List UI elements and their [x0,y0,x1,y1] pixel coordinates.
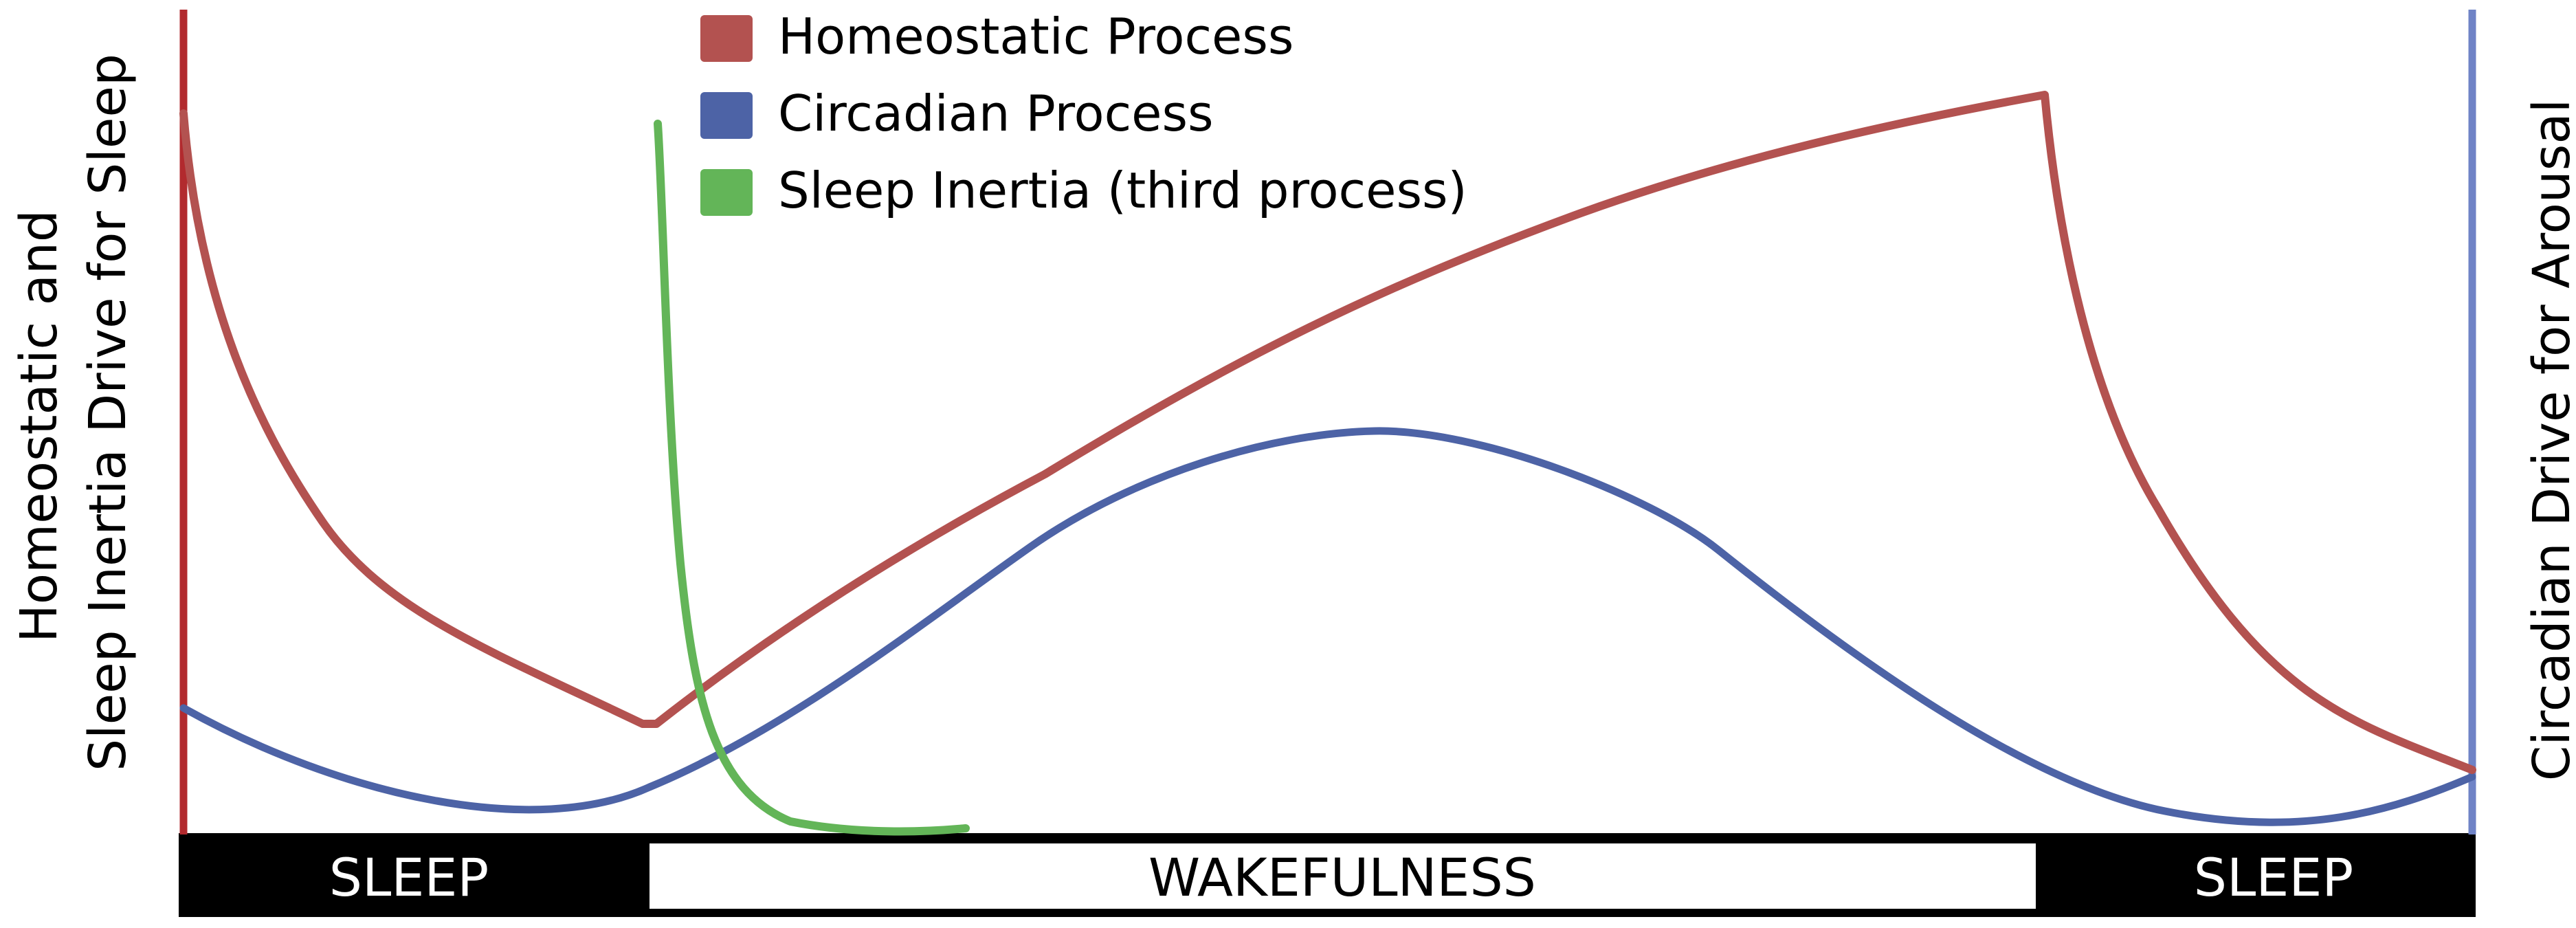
circadian-process-curve [179,427,2476,826]
legend-swatch-sleep-inertia [700,169,753,216]
legend: Homeostatic Process Circadian Process Sl… [700,8,1467,219]
left-axis-label-line-1: Homeostatic and [10,210,69,643]
wakefulness-segment [649,843,2036,909]
timeline-label-sleep-right: SLEEP [2194,847,2353,908]
legend-label-sleep-inertia: Sleep Inertia (third process) [778,162,1467,219]
timeline-label-wakefulness: WAKEFULNESS [1148,847,1536,908]
sleep-inertia-curve [654,120,970,836]
legend-label-circadian: Circadian Process [778,85,1213,142]
right-axis-label: Circadian Drive for Arousal [2522,99,2576,782]
legend-swatch-homeostatic [700,15,753,62]
legend-label-homeostatic: Homeostatic Process [778,8,1293,65]
left-axis-label-line-2: Sleep Inertia Drive for Sleep [78,54,137,771]
timeline-bar: SLEEP WAKEFULNESS SLEEP [179,833,2476,917]
legend-swatch-circadian [700,92,753,139]
homeostatic-process-curve [179,91,2476,774]
timeline-label-sleep-left: SLEEP [329,847,489,908]
